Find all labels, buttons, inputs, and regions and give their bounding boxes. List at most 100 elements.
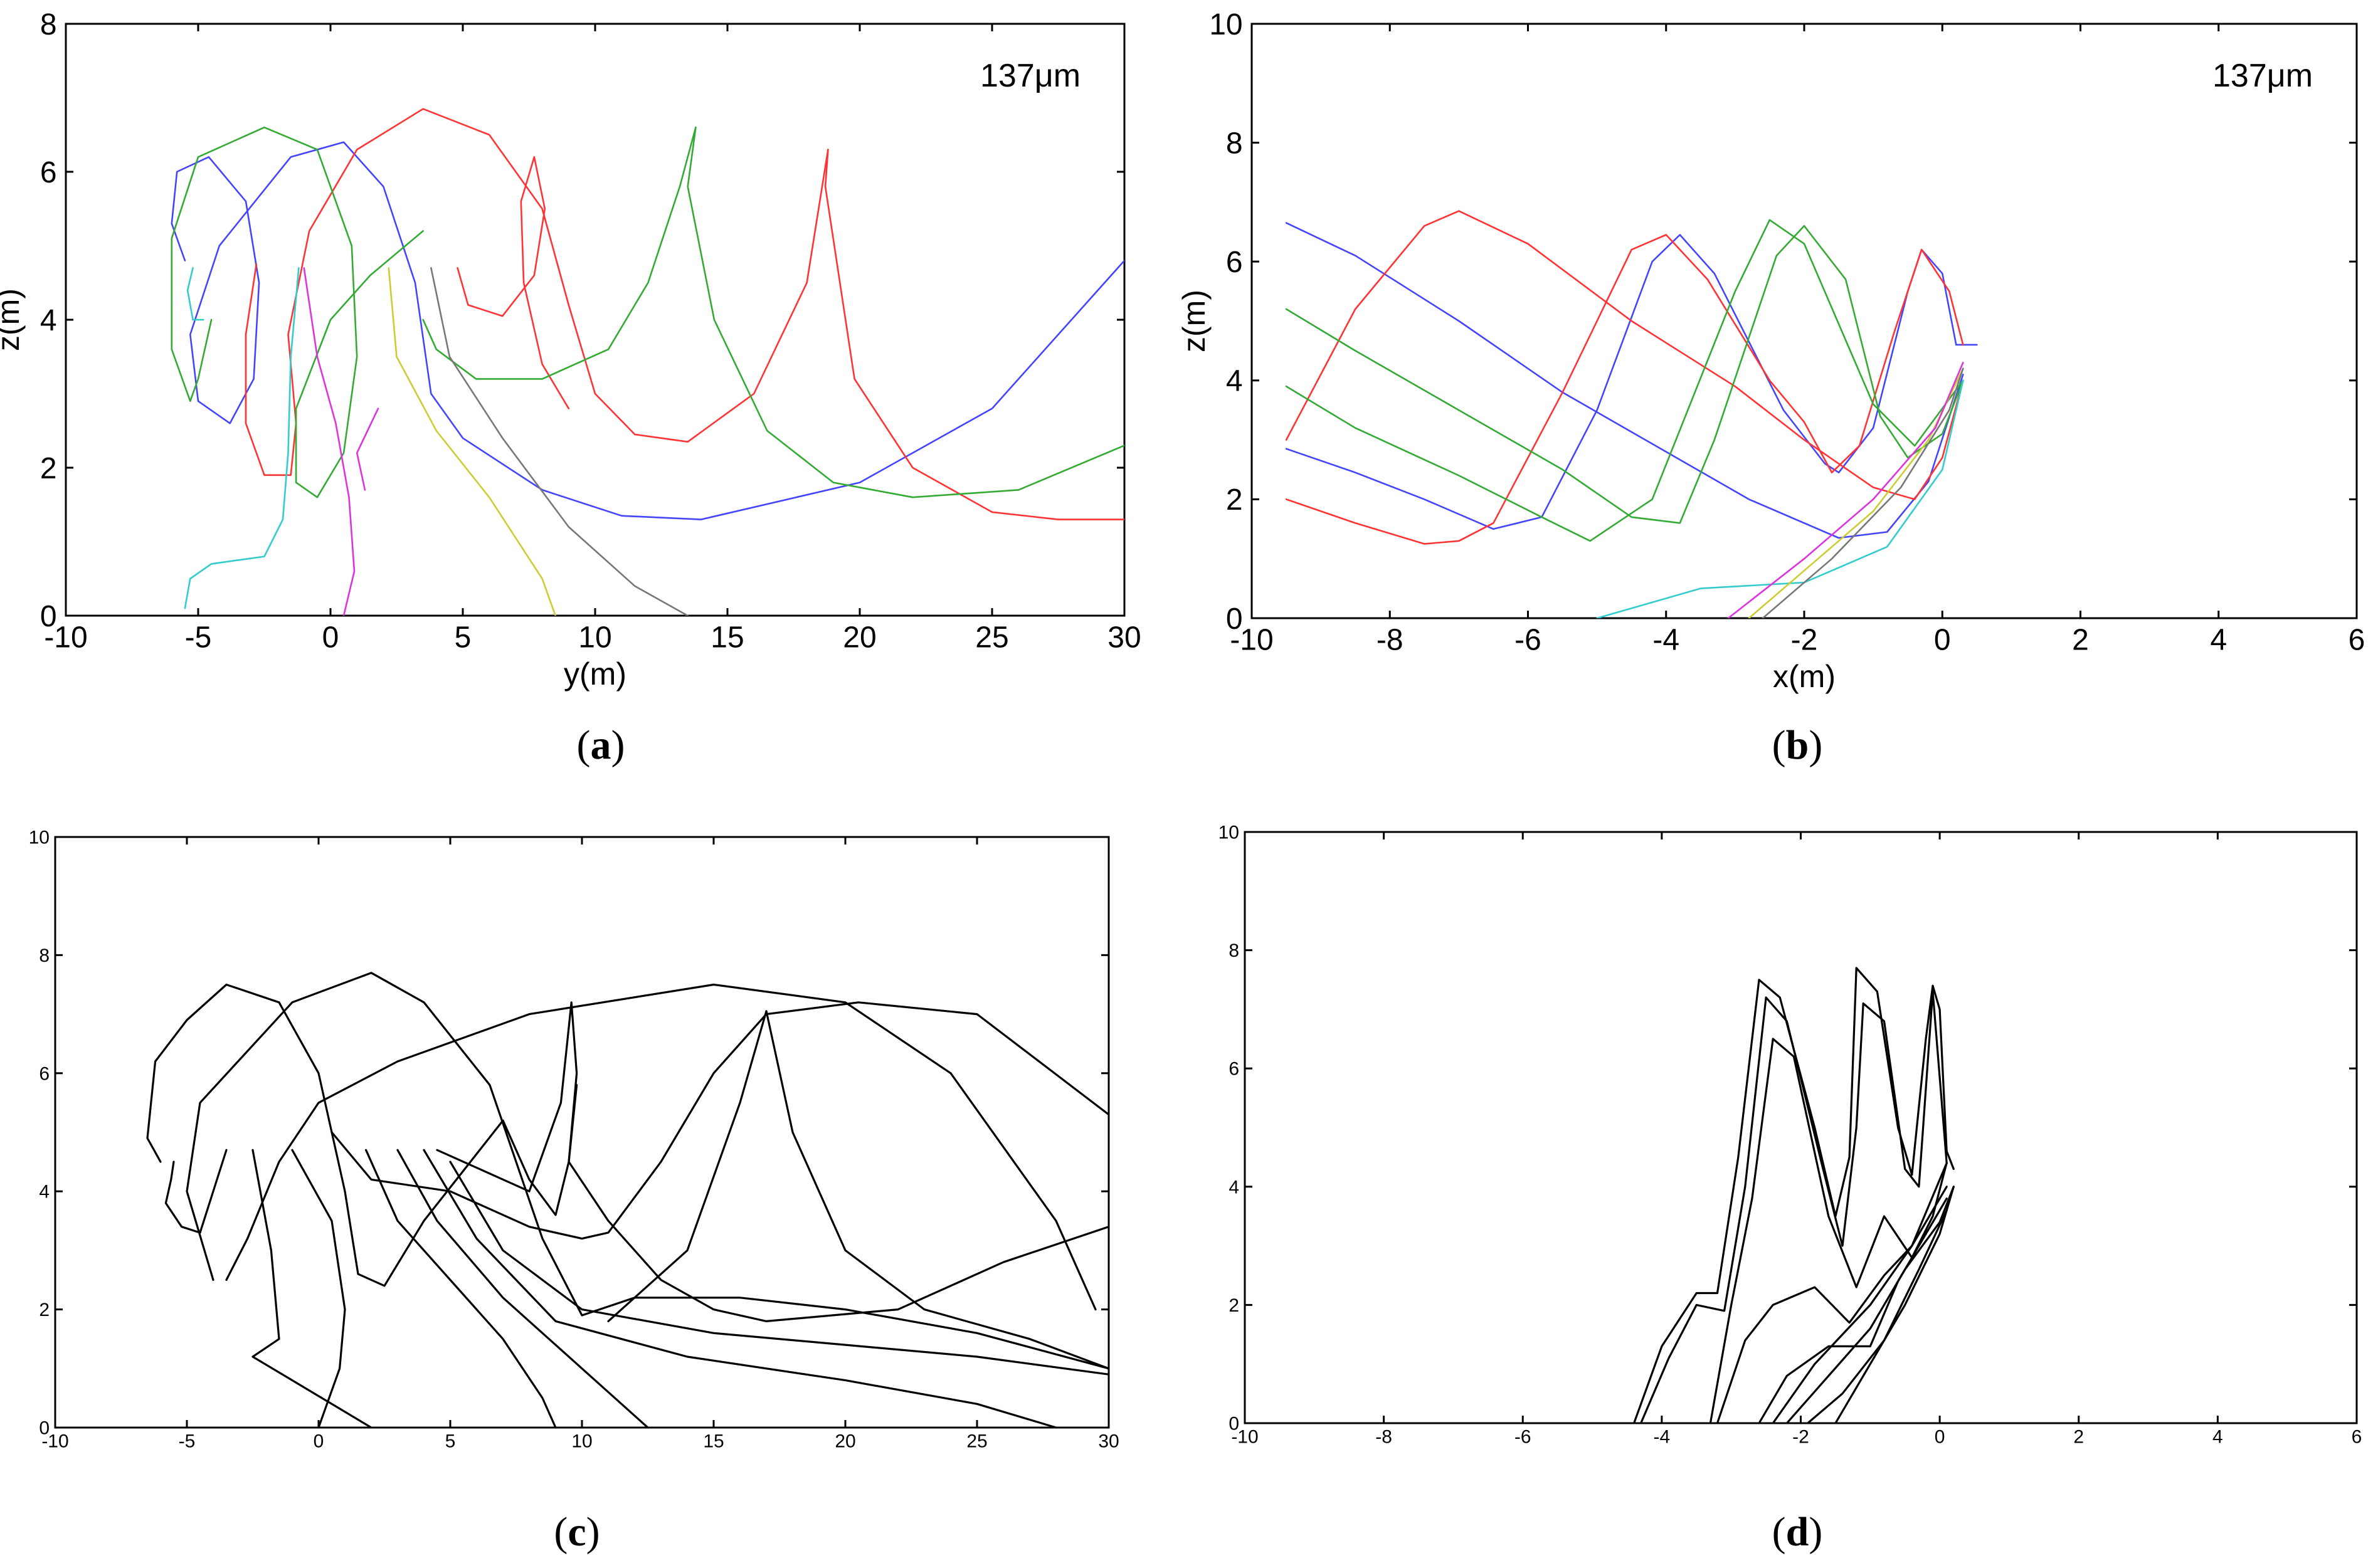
- series-line-c-8: [251, 1149, 373, 1428]
- y-tick-label-d-5: 10: [1218, 823, 1239, 843]
- series-line-b-4: [1285, 224, 1964, 524]
- series-line-b-8: [1727, 362, 1964, 618]
- x-tick-label-d-4: -2: [1792, 1427, 1809, 1448]
- series-line-b-0: [1285, 222, 1964, 539]
- panel-label-d-close: ): [1809, 1509, 1822, 1555]
- x-tick-label-d-7: 4: [2212, 1427, 2223, 1448]
- series-line-a-8: [184, 267, 300, 609]
- y-tick-label-c-4: 8: [39, 945, 50, 966]
- y-tick-label-c-2: 4: [39, 1182, 50, 1202]
- panel-a: -10 -5 0 5 10 15 20 25 30 0 2 4 6 8 y(m) z(m) 137μm (…: [0, 8, 1141, 768]
- panel-label-b: (b): [1772, 722, 1823, 768]
- series-line-d-4: [1758, 1197, 1948, 1423]
- series-line-c-3: [186, 972, 1109, 1370]
- plot-area-b: [1250, 23, 2358, 619]
- series-line-c-2: [225, 983, 1097, 1311]
- plot-area-a: [65, 23, 1126, 617]
- series-line-c-13: [449, 1160, 1109, 1376]
- panel-label-b-letter: b: [1786, 722, 1809, 768]
- x-tick-label-c-8: 30: [1098, 1431, 1119, 1452]
- series-line-a-5: [422, 126, 697, 380]
- series-line-c-4: [330, 1001, 1109, 1240]
- x-tick-label-a-3: 5: [455, 621, 472, 654]
- y-axis-label-a: z(m): [0, 288, 26, 351]
- x-tick-label-a-4: 10: [578, 621, 611, 654]
- panel-label-c-close: ): [586, 1509, 600, 1555]
- y-tick-label-b-4: 8: [1226, 127, 1243, 160]
- x-tick-label-b-1: -8: [1377, 623, 1403, 656]
- x-tick-label-a-2: 0: [322, 621, 339, 654]
- annotation-b: 137μm: [2212, 58, 2313, 94]
- x-tick-label-d-2: -6: [1514, 1427, 1531, 1448]
- x-tick-label-c-5: 15: [703, 1431, 724, 1452]
- x-tick-label-d-5: 0: [1935, 1427, 1945, 1448]
- panel-label-d-letter: d: [1786, 1509, 1809, 1555]
- series-line-b-6: [1596, 379, 1964, 618]
- y-tick-label-b-1: 2: [1226, 483, 1243, 517]
- series-line-b-9: [1762, 367, 1964, 618]
- series-line-c-1: [164, 1149, 228, 1234]
- x-tick-label-d-0: -10: [1231, 1427, 1258, 1448]
- y-tick-label-a-0: 0: [40, 600, 57, 633]
- y-tick-label-a-3: 6: [40, 156, 57, 189]
- x-axis-label-a: y(m): [564, 656, 626, 692]
- series-line-a-10: [356, 408, 379, 491]
- y-tick-label-a-1: 2: [40, 452, 57, 485]
- series-line-a-9: [303, 267, 356, 616]
- x-tick-label-a-5: 15: [711, 621, 744, 654]
- series-line-c-11: [396, 1149, 649, 1428]
- series-line-c-9: [291, 1149, 346, 1428]
- series-line-b-5: [1285, 219, 1964, 542]
- y-tick-label-d-3: 6: [1229, 1059, 1239, 1080]
- series-line-b-2: [1285, 234, 1964, 545]
- x-tick-label-c-3: 5: [445, 1431, 456, 1452]
- series-line-b-3: [1285, 210, 1964, 500]
- y-tick-label-b-0: 0: [1226, 602, 1243, 636]
- series-line-a-11: [388, 267, 557, 616]
- x-tick-label-a-8: 30: [1107, 621, 1141, 654]
- series-line-d-8: [1772, 1162, 1948, 1423]
- series-line-d-5: [1785, 1186, 1955, 1423]
- panel-label-a: (a): [577, 722, 625, 768]
- series-line-d-7: [1834, 1186, 1955, 1423]
- x-tick-label-c-1: -5: [179, 1431, 196, 1452]
- panel-label-d-open: (: [1772, 1509, 1786, 1555]
- panel-label-a-close: ): [611, 722, 625, 768]
- x-tick-label-a-7: 25: [975, 621, 1008, 654]
- x-tick-label-b-0: -10: [1230, 623, 1273, 656]
- panel-label-b-close: ): [1809, 722, 1822, 768]
- series-line-c-6: [607, 1010, 768, 1322]
- panel-d: -10 -8 -6 -4 -2 0 2 4 6 0 2 4 6 8 10 (d): [1218, 823, 2362, 1555]
- x-tick-label-b-2: -6: [1514, 623, 1541, 656]
- y-tick-label-c-1: 2: [39, 1300, 50, 1320]
- series-line-a-6: [687, 126, 1124, 498]
- panel-label-d: (d): [1772, 1509, 1823, 1555]
- y-tick-label-c-3: 6: [39, 1063, 50, 1084]
- x-tick-label-b-7: 4: [2210, 623, 2227, 656]
- x-tick-label-b-8: 6: [2349, 623, 2365, 656]
- x-tick-label-a-6: 20: [843, 621, 876, 654]
- y-tick-label-c-5: 10: [29, 828, 50, 848]
- y-tick-label-b-3: 6: [1226, 246, 1243, 279]
- series-line-d-1: [1640, 990, 1948, 1423]
- plot-area-d: [1244, 831, 2358, 1424]
- x-tick-label-b-5: 0: [1934, 623, 1951, 656]
- x-tick-label-a-0: -10: [44, 621, 87, 654]
- y-tick-label-c-0: 0: [39, 1418, 50, 1439]
- panel-label-a-open: (: [577, 722, 591, 768]
- series-line-a-4: [171, 126, 425, 498]
- series-line-c-7: [765, 1010, 1109, 1370]
- x-tick-label-a-1: -5: [185, 621, 212, 654]
- series-line-a-3: [457, 156, 570, 409]
- y-tick-label-d-0: 0: [1229, 1414, 1239, 1434]
- x-tick-label-c-2: 0: [314, 1431, 324, 1452]
- series-line-d-0: [1633, 967, 1955, 1423]
- panel-label-b-open: (: [1772, 722, 1786, 768]
- x-tick-label-d-3: -4: [1654, 1427, 1671, 1448]
- series-line-a-12: [430, 267, 689, 616]
- plot-area-c: [54, 836, 1110, 1429]
- y-axis-label-b: z(m): [1176, 290, 1212, 352]
- x-tick-label-b-6: 2: [2072, 623, 2089, 656]
- x-tick-label-d-1: -8: [1375, 1427, 1392, 1448]
- x-tick-label-d-6: 2: [2073, 1427, 2084, 1448]
